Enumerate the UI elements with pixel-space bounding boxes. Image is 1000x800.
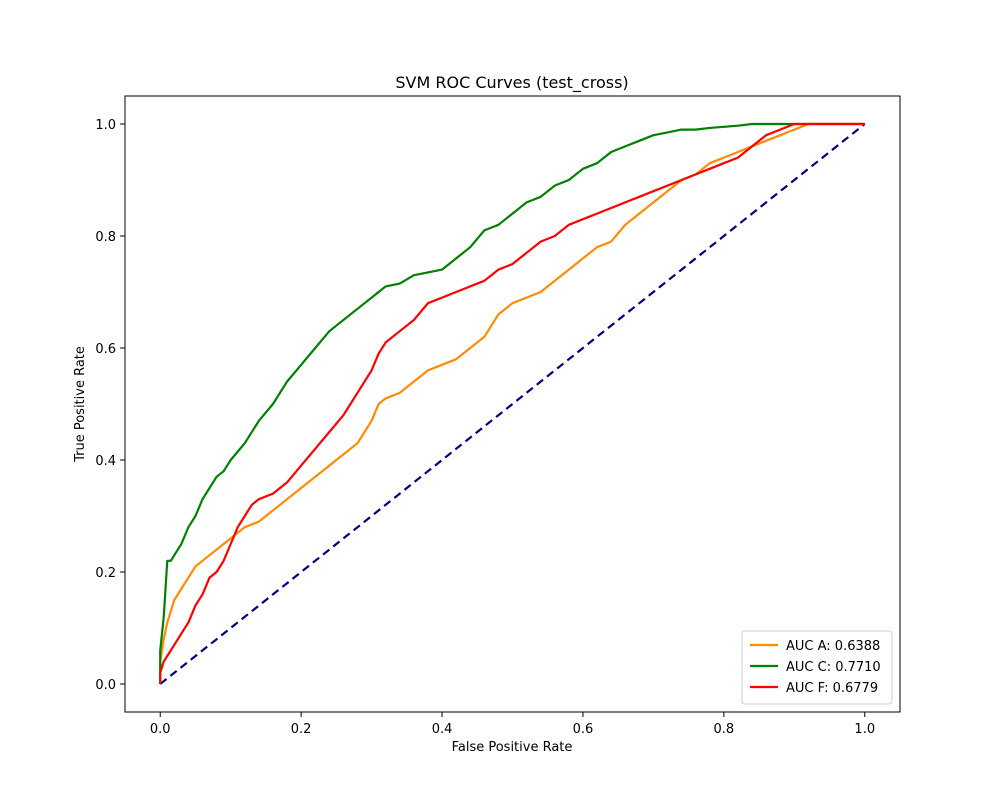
axes-frame [124, 95, 901, 713]
x-tick-label: 0.4 [432, 722, 453, 737]
diagonal-reference-line [159, 123, 866, 685]
y-tick-label: 0.8 [95, 230, 116, 245]
y-tick-label: 0.6 [95, 342, 116, 357]
x-tick-label: 0.2 [291, 722, 312, 737]
plot-area [124, 95, 901, 713]
legend: AUC A: 0.6388 AUC C: 0.7710 AUC F: 0.6779 [741, 630, 893, 705]
x-tick-label: 0.6 [573, 722, 594, 737]
axis-ticks: 0.0 0.2 0.4 0.6 0.8 1.0 0.0 0.2 0.4 0.6 0.8 1.0 [95, 118, 875, 737]
y-tick-label: 0.4 [95, 454, 116, 469]
y-tick-label: 1.0 [95, 118, 116, 133]
x-axis-label: False Positive Rate [452, 740, 573, 755]
legend-box [741, 630, 893, 705]
legend-entry-label: AUC A: 0.6388 [786, 639, 880, 654]
x-tick-label: 0.0 [150, 722, 171, 737]
x-tick-label: 1.0 [854, 722, 875, 737]
roc-curve-1 [159, 122, 865, 684]
legend-entry-label: AUC C: 0.7710 [786, 660, 881, 675]
y-tick-label: 0.0 [95, 678, 116, 693]
y-tick-label: 0.2 [95, 566, 116, 581]
legend-entry-label: AUC F: 0.6779 [786, 681, 878, 696]
y-axis-label: True Positive Rate [73, 346, 88, 463]
x-tick-label: 0.8 [714, 722, 735, 737]
chart-title: SVM ROC Curves (test_cross) [395, 73, 628, 93]
roc-curve-2 [159, 122, 865, 684]
